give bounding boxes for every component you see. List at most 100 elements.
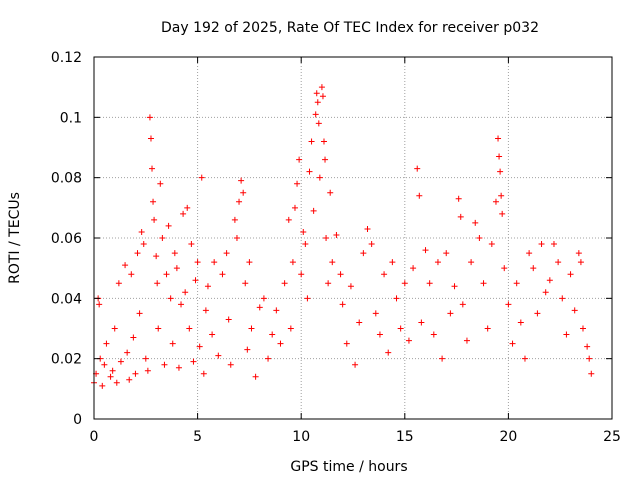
data-point — [196, 343, 203, 350]
data-point — [128, 271, 135, 278]
data-point — [459, 301, 466, 308]
data-point — [584, 343, 591, 350]
data-point — [372, 310, 379, 317]
data-point — [231, 216, 238, 223]
data-point — [455, 195, 462, 202]
data-point — [246, 259, 253, 266]
data-point — [315, 120, 322, 127]
data-point — [308, 138, 315, 145]
data-point — [559, 295, 566, 302]
y-tick-label: 0.08 — [51, 171, 82, 187]
data-point — [410, 265, 417, 272]
data-point — [130, 334, 137, 341]
data-point — [287, 325, 294, 332]
data-point — [173, 265, 180, 272]
data-point — [161, 361, 168, 368]
data-point — [397, 325, 404, 332]
data-point — [248, 325, 255, 332]
data-point — [153, 253, 160, 260]
data-point — [204, 283, 211, 290]
data-point — [211, 259, 218, 266]
data-point — [101, 361, 108, 368]
data-point — [333, 231, 340, 238]
data-point — [314, 99, 321, 106]
data-point — [273, 307, 280, 314]
data-point — [107, 373, 114, 380]
data-point — [103, 340, 110, 347]
data-point — [194, 259, 201, 266]
data-point — [484, 325, 491, 332]
data-point — [252, 373, 259, 380]
data-point — [376, 331, 383, 338]
y-tick-label: 0 — [73, 412, 82, 428]
data-point — [323, 235, 330, 241]
data-point — [457, 213, 464, 220]
data-point — [534, 310, 541, 317]
data-point — [147, 135, 154, 142]
data-point — [563, 331, 570, 338]
data-point — [200, 370, 207, 377]
data-point — [463, 337, 470, 344]
x-tick-label: 25 — [603, 429, 621, 445]
data-point — [113, 379, 120, 386]
y-tick-label: 0.02 — [51, 352, 82, 368]
data-point — [430, 331, 437, 338]
data-point — [215, 352, 222, 359]
data-point — [577, 259, 584, 266]
data-point — [319, 93, 326, 100]
data-point — [575, 250, 582, 257]
data-point — [318, 84, 325, 91]
data-point — [496, 153, 503, 160]
chart-title: Day 192 of 2025, Rate Of TEC Index for r… — [161, 20, 539, 36]
data-point — [347, 283, 354, 290]
data-point — [175, 364, 182, 371]
data-point — [439, 355, 446, 362]
data-point — [202, 307, 209, 314]
data-point — [149, 165, 156, 172]
data-point — [501, 265, 508, 272]
y-tick-label: 0.12 — [51, 50, 82, 66]
data-point — [325, 280, 332, 287]
data-point — [443, 250, 450, 257]
data-point — [550, 241, 557, 248]
data-point — [538, 241, 545, 248]
data-point — [142, 355, 149, 362]
data-point — [418, 319, 425, 326]
data-point — [144, 367, 151, 374]
data-point — [322, 156, 329, 163]
data-point — [180, 210, 187, 217]
y-tick-label: 0.04 — [51, 291, 82, 307]
grid — [94, 57, 612, 419]
data-point — [416, 192, 423, 199]
data-point — [294, 180, 301, 187]
data-point — [498, 192, 505, 199]
data-point — [285, 216, 292, 223]
data-point — [567, 271, 574, 278]
data-point — [546, 277, 553, 284]
data-point — [517, 319, 524, 326]
data-point — [555, 259, 562, 266]
data-point — [124, 349, 131, 356]
data-point — [393, 295, 400, 302]
data-point — [337, 271, 344, 278]
data-point — [99, 382, 106, 389]
data-point — [138, 228, 145, 235]
data-point — [126, 376, 133, 383]
data-point — [171, 250, 178, 257]
data-point — [530, 265, 537, 272]
data-point — [476, 235, 483, 241]
data-point — [227, 361, 234, 368]
data-point — [356, 319, 363, 326]
data-point — [304, 295, 311, 302]
data-point — [316, 174, 323, 181]
data-point — [542, 289, 549, 296]
data-point — [260, 295, 267, 302]
data-point — [238, 177, 245, 184]
data-point — [414, 165, 421, 172]
data-point — [313, 90, 320, 97]
data-point — [242, 280, 249, 287]
data-point — [182, 289, 189, 296]
data-point — [300, 228, 307, 235]
data-point — [244, 346, 251, 353]
data-point — [136, 310, 143, 317]
